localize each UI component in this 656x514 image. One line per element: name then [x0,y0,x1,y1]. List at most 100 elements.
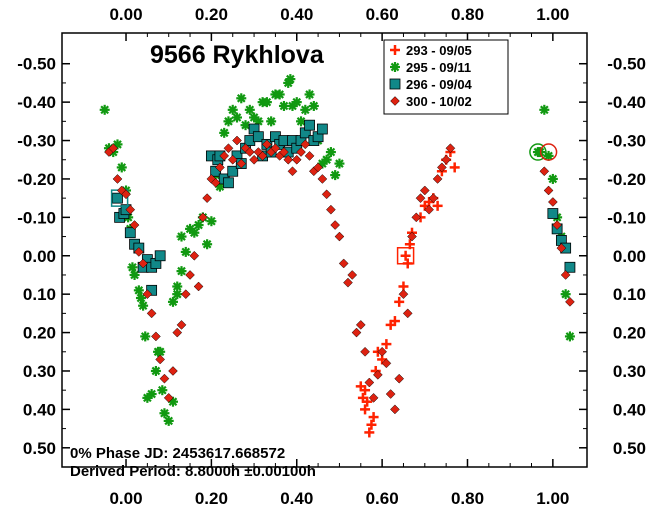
data-point [176,266,187,277]
data-point-arm [134,286,144,295]
data-point [180,246,191,257]
data-point [291,154,302,165]
x-tick-label-top: 0.80 [451,5,484,24]
data-point [219,127,230,138]
data-point [373,369,383,380]
data-point-arm [219,128,229,138]
legend-marker-arm [390,62,400,72]
data-point [321,189,332,200]
data-point [274,89,285,100]
data-point [206,216,217,227]
y-tick-label-right: 0.30 [613,362,646,381]
data-point [108,143,119,154]
data-point [146,308,157,319]
y-tick-label-left: 0.10 [23,285,56,304]
data-point [560,270,571,280]
y-tick-label-left: 0.40 [23,400,56,419]
data-point [360,404,371,415]
data-point [172,327,183,338]
y-tick-label-right: 0.00 [613,247,646,266]
data-point-arm [138,301,148,311]
data-point [198,212,208,223]
phase-annotation: 0% Phase JD: 2453617.668572 [70,445,285,462]
data-point-arm [117,163,127,172]
zero-phase-marker-ring [529,143,547,161]
x-tick-label-top: 1.00 [536,5,569,24]
data-point [176,320,187,330]
zero-phase-marker-box [396,247,415,265]
y-tick-label-right: 0.20 [613,324,646,343]
data-point [262,139,272,150]
data-point [445,143,456,154]
data-point-arm [286,74,295,84]
data-point [316,123,328,135]
x-tick-label-top: 0.40 [280,5,313,24]
data-point [560,289,571,300]
data-point [325,147,336,158]
data-point-arm [100,105,109,115]
data-point-arm [172,289,182,299]
data-point-arm [561,289,570,299]
data-point-arm [300,105,310,115]
data-point [304,119,315,131]
data-point-arm [157,385,167,395]
data-point [172,289,183,300]
legend-marker [389,78,401,90]
data-point [394,296,405,307]
data-point [362,396,373,407]
data-point-arm [548,174,558,184]
data-point-arm [160,408,169,418]
data-point [424,204,434,215]
data-point-arm [224,117,233,126]
data-point [285,74,296,85]
data-point [347,270,358,280]
data-point [236,93,247,104]
data-point [124,227,136,239]
data-point [432,174,443,184]
data-point [121,189,131,200]
data-point-arm [249,113,259,122]
data-point-arm [296,117,306,126]
data-point [223,143,234,154]
data-point-arm [164,416,174,426]
data-point [202,193,212,204]
data-point-arm [275,90,284,99]
data-point-arm [194,220,203,230]
tick-labels: 0.00 0.00 0.20 0.20 0.40 0.40 0.60 0.60 0.80 0.80… [17,5,646,508]
data-point [407,231,417,242]
period-annotation: Derived Period: 8.8000h ±0.00100h [70,463,316,480]
series-3 [104,135,575,415]
data-point [129,269,140,280]
data-point-arm [565,332,575,341]
data-point [304,89,315,100]
zero-phase-marker [539,143,558,161]
data-point [202,239,213,250]
y-tick-label-left: 0.30 [23,362,56,381]
data-point-arm [185,224,195,234]
data-point [381,339,392,350]
x-tick-label-top: 0.20 [195,5,228,24]
data-point [138,300,149,311]
data-point [252,131,264,143]
data-point [415,193,426,204]
data-point-arm [266,117,276,126]
y-tick-label-right: -0.30 [607,132,646,151]
data-point [133,247,144,257]
data-point-arm [181,247,191,257]
data-point [313,162,323,173]
x-tick-label-top: 0.60 [366,5,399,24]
y-tick-label-left: -0.10 [17,208,56,227]
data-point [261,97,272,108]
data-point [257,151,268,161]
data-point-arm [147,389,156,399]
data-point-arm [172,282,182,291]
data-point [411,212,422,223]
data-point [159,408,170,419]
data-point [112,174,123,184]
data-point [343,277,353,288]
data-point [539,104,550,115]
data-point [116,162,127,173]
y-tick-label-left: 0.00 [23,247,56,266]
data-point [157,385,168,396]
